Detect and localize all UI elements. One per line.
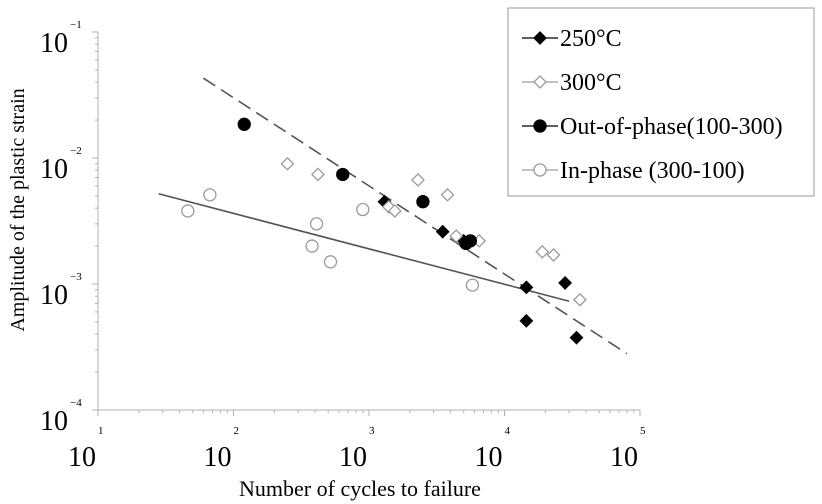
data-point	[416, 195, 430, 209]
data-point	[203, 188, 217, 202]
x-tick-exponent: 5	[640, 425, 646, 437]
y-tick-label: 10	[40, 406, 68, 437]
solid-fit-line	[158, 193, 570, 302]
data-point	[181, 204, 195, 218]
x-tick-label: 10	[339, 442, 367, 473]
legend-label: 250°C	[560, 26, 622, 52]
legend-box	[507, 7, 815, 197]
data-point	[311, 167, 325, 182]
legend-marker	[533, 75, 547, 89]
x-tick-exponent: 1	[98, 425, 104, 437]
y-tick-exponent: −2	[70, 145, 82, 157]
data-point	[463, 234, 478, 248]
y-axis-label: Amplitude of the plastic strain	[7, 88, 29, 331]
data-point	[558, 275, 573, 290]
data-point	[356, 202, 370, 217]
y-tick-label: 10	[40, 280, 68, 311]
y-tick-label: 10	[40, 154, 68, 185]
legend-label: 300°C	[560, 70, 622, 96]
data-point	[465, 278, 480, 292]
legend: 250°C 300°C Out-of-phase(100-300) In-phase …	[507, 7, 815, 197]
legend-label: In-phase (300-100)	[560, 158, 745, 184]
data-points	[181, 117, 587, 345]
data-point	[572, 292, 587, 307]
data-point	[449, 229, 464, 244]
data-point	[387, 204, 402, 218]
data-point	[411, 172, 425, 187]
y-tick-label: 10	[40, 28, 68, 59]
data-point	[440, 187, 455, 202]
legend-label: Out-of-phase(100-300)	[560, 114, 783, 140]
x-tick-exponent: 2	[234, 425, 240, 437]
x-tick-label: 10	[68, 442, 96, 473]
legend-marker	[533, 163, 547, 177]
y-tick-exponent: −4	[70, 397, 82, 409]
data-point	[546, 248, 561, 262]
data-point	[280, 156, 295, 171]
data-point	[336, 167, 350, 182]
x-tick-exponent: 3	[369, 425, 375, 437]
x-tick-label: 10	[610, 442, 638, 473]
legend-marker	[533, 119, 547, 133]
data-point	[519, 313, 534, 328]
data-point	[237, 117, 251, 131]
data-point	[323, 255, 338, 269]
data-point	[435, 224, 450, 239]
y-tick-exponent: −3	[70, 271, 82, 283]
dashed-fit-line	[203, 77, 628, 355]
x-tick-label: 10	[204, 442, 232, 473]
legend-marker	[533, 31, 547, 45]
y-tick-exponent: −1	[70, 19, 82, 31]
x-tick-label: 10	[475, 442, 503, 473]
x-axis-label: Number of cycles to failure	[239, 476, 481, 501]
data-point	[309, 217, 324, 231]
fit-lines	[158, 77, 628, 355]
data-point	[569, 330, 584, 345]
data-point	[535, 244, 550, 259]
data-point	[305, 239, 319, 253]
data-point	[519, 280, 534, 295]
x-tick-exponent: 4	[505, 425, 511, 437]
